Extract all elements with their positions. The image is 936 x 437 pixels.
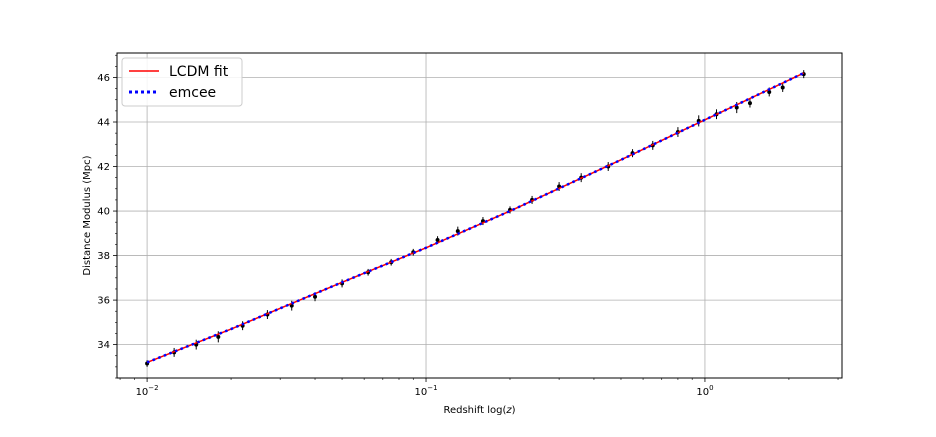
data-point xyxy=(747,101,752,106)
y-tick-label: 34 xyxy=(97,340,110,351)
x-tick-label: 10−1 xyxy=(414,384,437,398)
x-tick-label-exponent: −1 xyxy=(427,384,437,392)
x-tick-label: 10−2 xyxy=(136,384,159,398)
legend-box xyxy=(121,57,243,107)
y-tick-label: 36 xyxy=(97,296,110,307)
data-layer xyxy=(145,70,806,367)
x-tick-label: 100 xyxy=(696,384,713,398)
y-tick-label: 46 xyxy=(97,73,110,84)
data-point xyxy=(780,85,785,90)
x-axis-label-suffix: ) xyxy=(512,405,516,416)
data-point xyxy=(216,334,221,339)
y-tick-label: 42 xyxy=(97,162,110,173)
data-point xyxy=(734,105,739,110)
axes-frame xyxy=(116,52,843,379)
x-tick-label-exponent: 0 xyxy=(709,384,713,392)
x-axis-label-prefix: Redshift log( xyxy=(443,405,506,416)
legend: LCDM fit emcee xyxy=(121,57,243,107)
legend-label-emcee: emcee xyxy=(169,85,216,101)
x-tick-label-exponent: −2 xyxy=(148,384,158,392)
data-point xyxy=(435,237,440,242)
y-tick-label: 40 xyxy=(97,207,110,218)
x-axis-label-variable: z xyxy=(505,405,512,416)
legend-label-lcdm-fit: LCDM fit xyxy=(169,64,229,80)
y-tick-label: 38 xyxy=(97,251,110,262)
series-line-emcee xyxy=(146,71,805,364)
x-tick-label-base: 10 xyxy=(136,387,149,398)
x-tick-label-base: 10 xyxy=(414,387,427,398)
data-point xyxy=(313,294,318,299)
y-axis-label: Distance Modulus (Mpc) xyxy=(82,155,93,275)
y-tick-label: 44 xyxy=(97,118,110,129)
x-axis-label: Redshift log(z) xyxy=(443,405,515,416)
x-tick-label-base: 10 xyxy=(696,387,709,398)
